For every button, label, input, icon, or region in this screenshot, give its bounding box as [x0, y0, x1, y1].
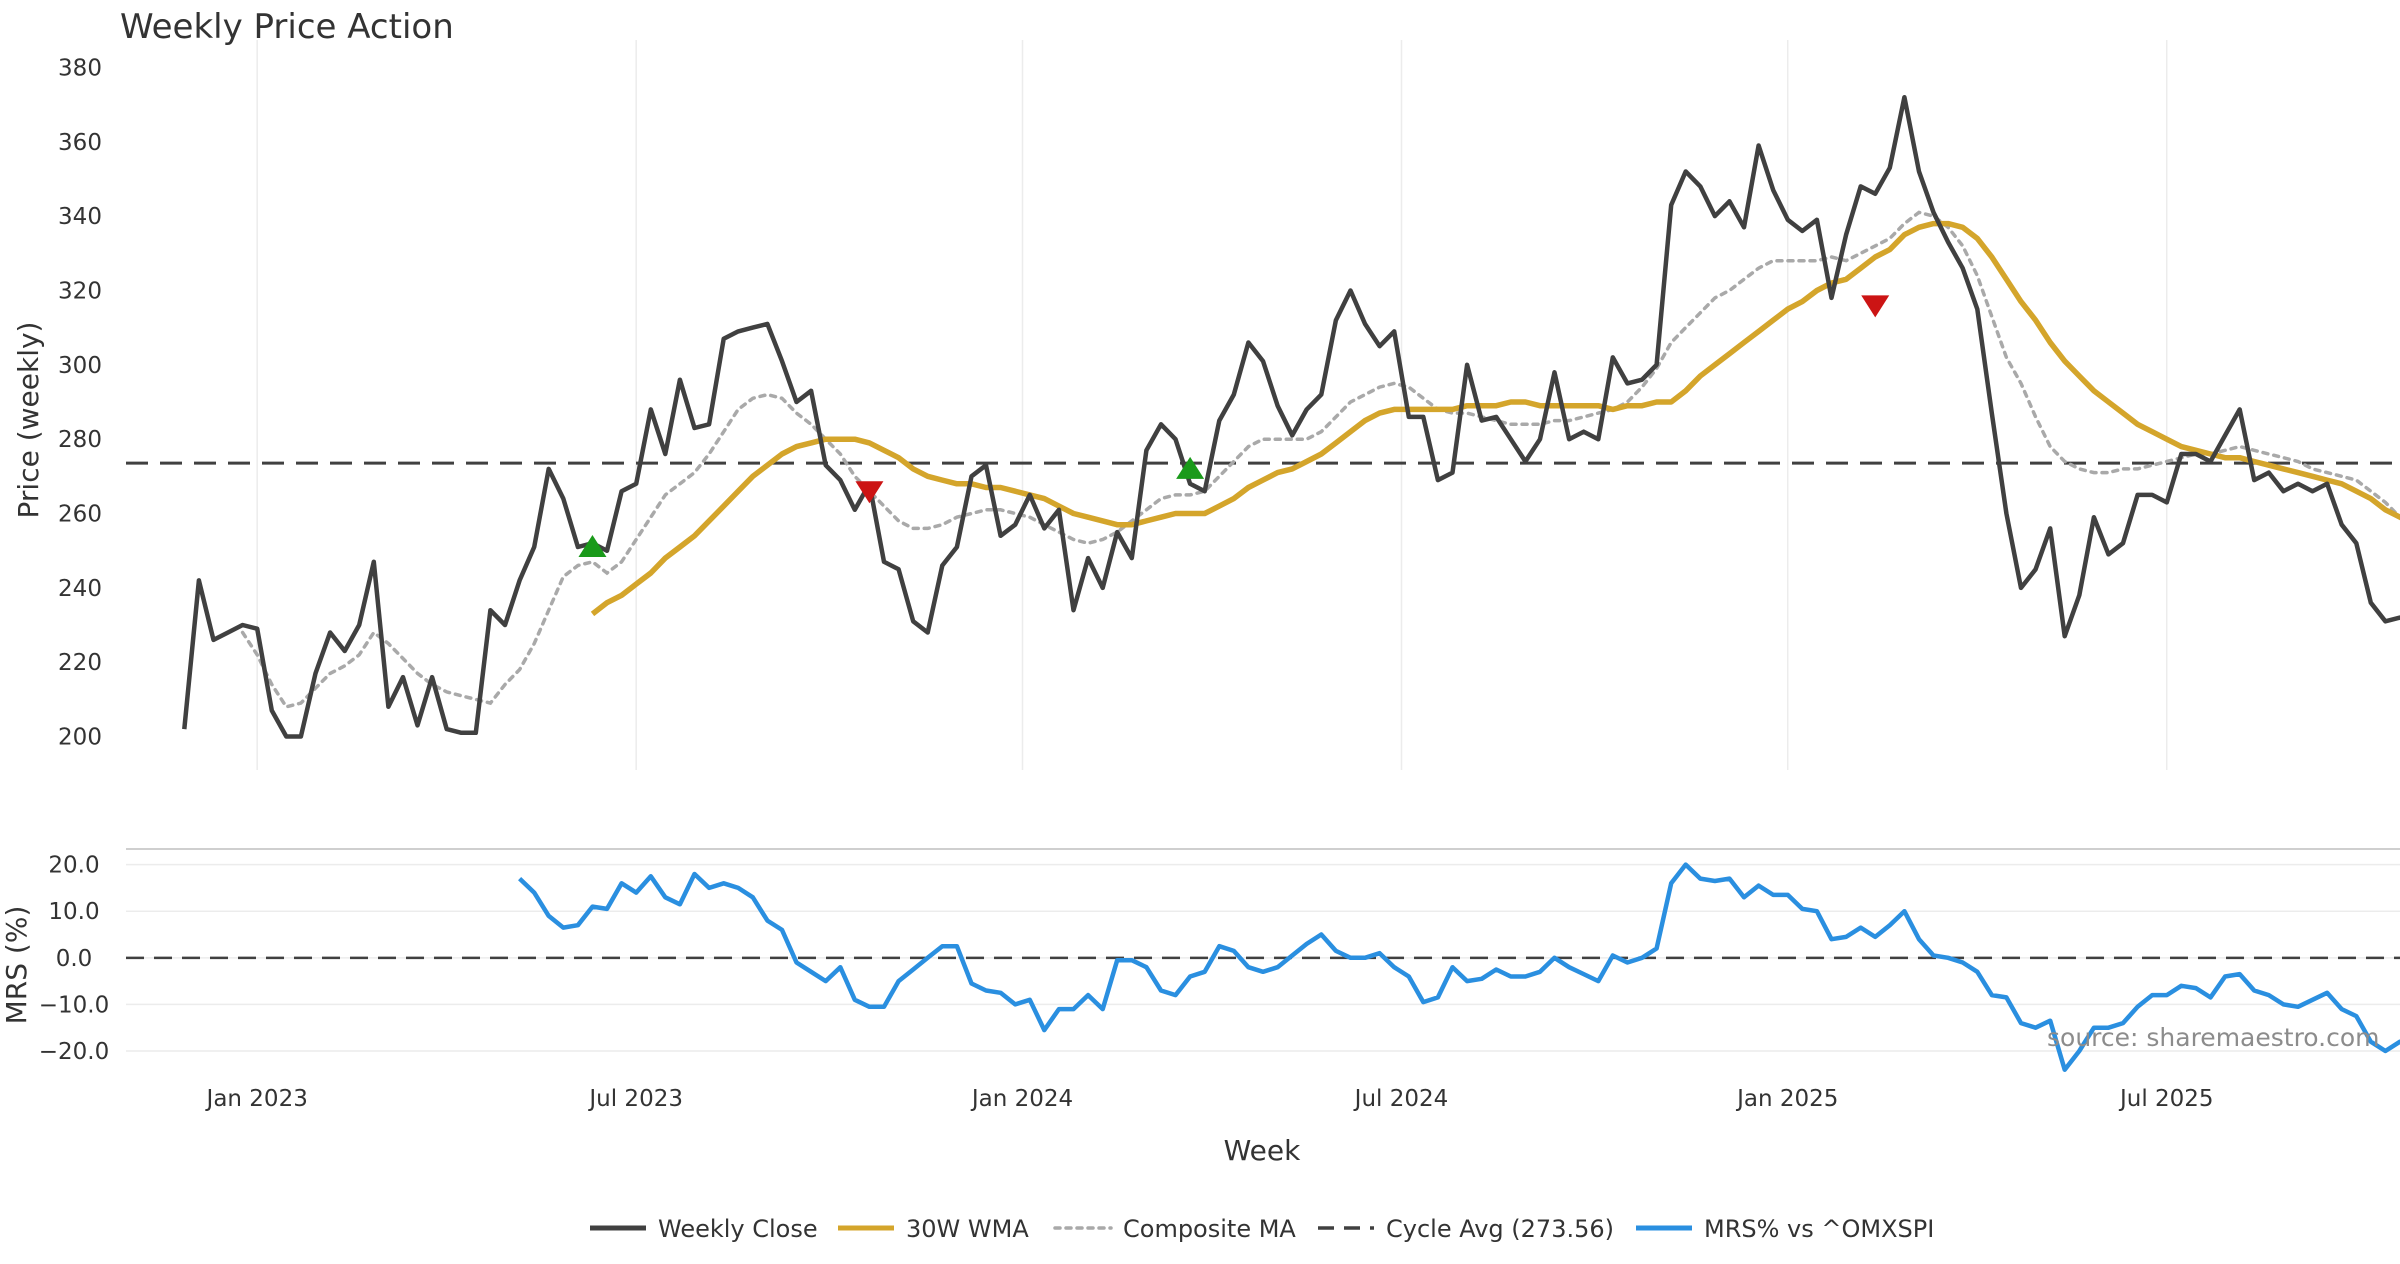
price-y-tick-label: 340 — [58, 204, 102, 230]
x-tick-label: Jan 2025 — [1735, 1086, 1838, 1112]
x-axis-ticks: Jan 2023 Jul 2023 Jan 2024 Jul 2024 Jan 2025… — [205, 1086, 2214, 1112]
sell-signal-marker — [1861, 295, 1889, 317]
legend-item: Composite MA — [1055, 1215, 1296, 1243]
price-y-tick-label: 240 — [58, 576, 102, 602]
legend-item: Weekly Close — [590, 1215, 818, 1243]
legend-item: Cycle Avg (273.56) — [1318, 1215, 1614, 1243]
mrs-y-tick-label: −10.0 — [39, 992, 109, 1018]
legend-label: 30W WMA — [906, 1215, 1029, 1243]
legend-label: Cycle Avg (273.56) — [1386, 1215, 1614, 1243]
mrs-y-tick-label: 20.0 — [48, 853, 99, 879]
price-y-tick-label: 220 — [58, 650, 102, 676]
price-y-axis-label: Price (weekly) — [12, 322, 45, 519]
mrs-y-tick-label: 10.0 — [48, 899, 99, 925]
price-y-tick-label: 260 — [58, 502, 102, 528]
weekly-close-line — [184, 97, 2400, 736]
x-tick-label: Jul 2024 — [1353, 1086, 1449, 1112]
chart-legend: Weekly Close 30W WMA Composite MA Cycle Avg… — [590, 1215, 1934, 1243]
trade-signals — [578, 295, 1889, 557]
chart-title: Weekly Price Action — [120, 7, 454, 47]
price-y-tick-label: 200 — [58, 725, 102, 751]
price-y-ticks: 200 220 240 260 280 300 320 340 360 380 — [58, 55, 102, 750]
price-y-tick-label: 320 — [58, 278, 102, 304]
legend-item: MRS% vs ^OMXSPI — [1636, 1215, 1934, 1243]
price-y-tick-label: 300 — [58, 353, 102, 379]
x-tick-label: Jan 2023 — [205, 1086, 308, 1112]
mrs-y-ticks: −20.0 −10.0 0.0 10.0 20.0 — [39, 853, 109, 1065]
legend-item: 30W WMA — [838, 1215, 1029, 1243]
price-panel-grid — [257, 40, 2167, 770]
x-axis-label: Week — [1224, 1134, 1301, 1167]
legend-label: MRS% vs ^OMXSPI — [1704, 1215, 1934, 1243]
x-tick-label: Jan 2024 — [970, 1086, 1073, 1112]
legend-label: Weekly Close — [658, 1215, 818, 1243]
price-y-tick-label: 380 — [58, 55, 102, 81]
mrs-y-tick-label: −20.0 — [39, 1039, 109, 1065]
x-tick-label: Jul 2025 — [2118, 1086, 2214, 1112]
price-y-tick-label: 280 — [58, 427, 102, 453]
legend-label: Composite MA — [1123, 1215, 1296, 1243]
mrs-y-tick-label: 0.0 — [56, 946, 93, 972]
source-credit: source: sharemaestro.com — [2047, 1023, 2380, 1052]
mrs-y-axis-label: MRS (%) — [0, 906, 33, 1025]
x-tick-label: Jul 2023 — [587, 1086, 683, 1112]
price-y-tick-label: 360 — [58, 130, 102, 156]
composite-ma-line — [243, 212, 2400, 706]
